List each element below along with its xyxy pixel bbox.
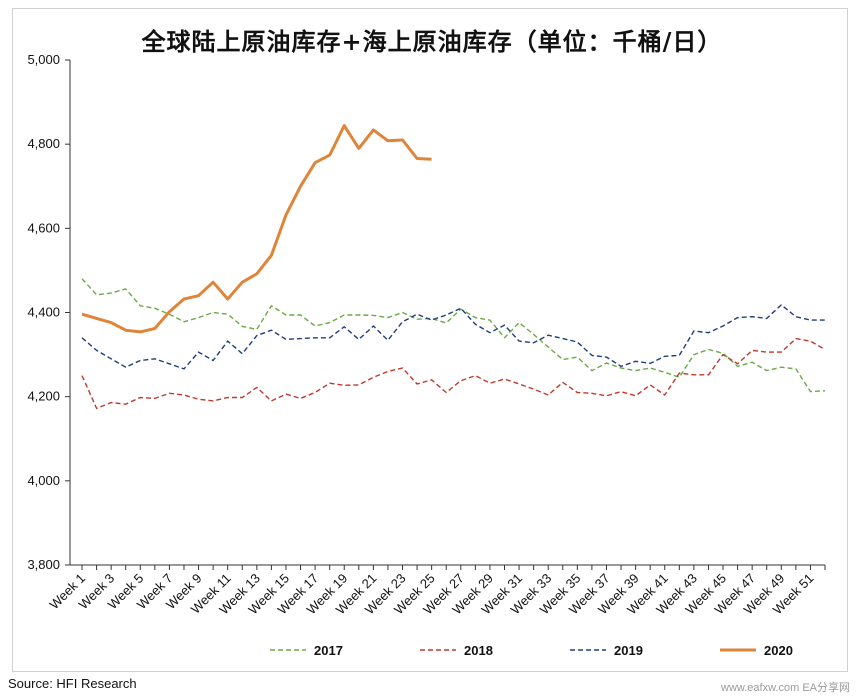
source-note: Source: HFI Research (8, 676, 137, 691)
y-axis-ticks: 5,000 4,800 4,600 4,400 4,200 4,000 3,800 (27, 52, 70, 572)
chart-frame (12, 8, 848, 672)
y-tick-label: 4,600 (27, 220, 60, 235)
y-tick-label: 3,800 (27, 557, 60, 572)
legend-label-2019: 2019 (614, 643, 643, 658)
y-tick-label: 4,000 (27, 473, 60, 488)
chart-title: 全球陆上原油库存+海上原油库存（单位：千桶/日） (141, 27, 723, 56)
legend-label-2018: 2018 (464, 643, 493, 658)
y-tick-label: 4,800 (27, 136, 60, 151)
series-line-2017 (81, 278, 826, 393)
series-line-2019 (81, 304, 825, 370)
series-line-2020 (81, 124, 432, 334)
watermark: www.eafxw.com EA分享网 (721, 682, 850, 694)
chart-axes (69, 60, 825, 566)
legend: 2017 2018 2019 2020 (270, 643, 793, 658)
y-tick-label: 4,200 (27, 389, 60, 404)
legend-label-2017: 2017 (314, 643, 343, 658)
series-line-2018 (81, 337, 826, 410)
y-tick-label: 5,000 (27, 52, 60, 67)
y-tick-label: 4,400 (27, 305, 60, 320)
legend-label-2020: 2020 (764, 643, 793, 658)
series-lines (81, 124, 826, 410)
